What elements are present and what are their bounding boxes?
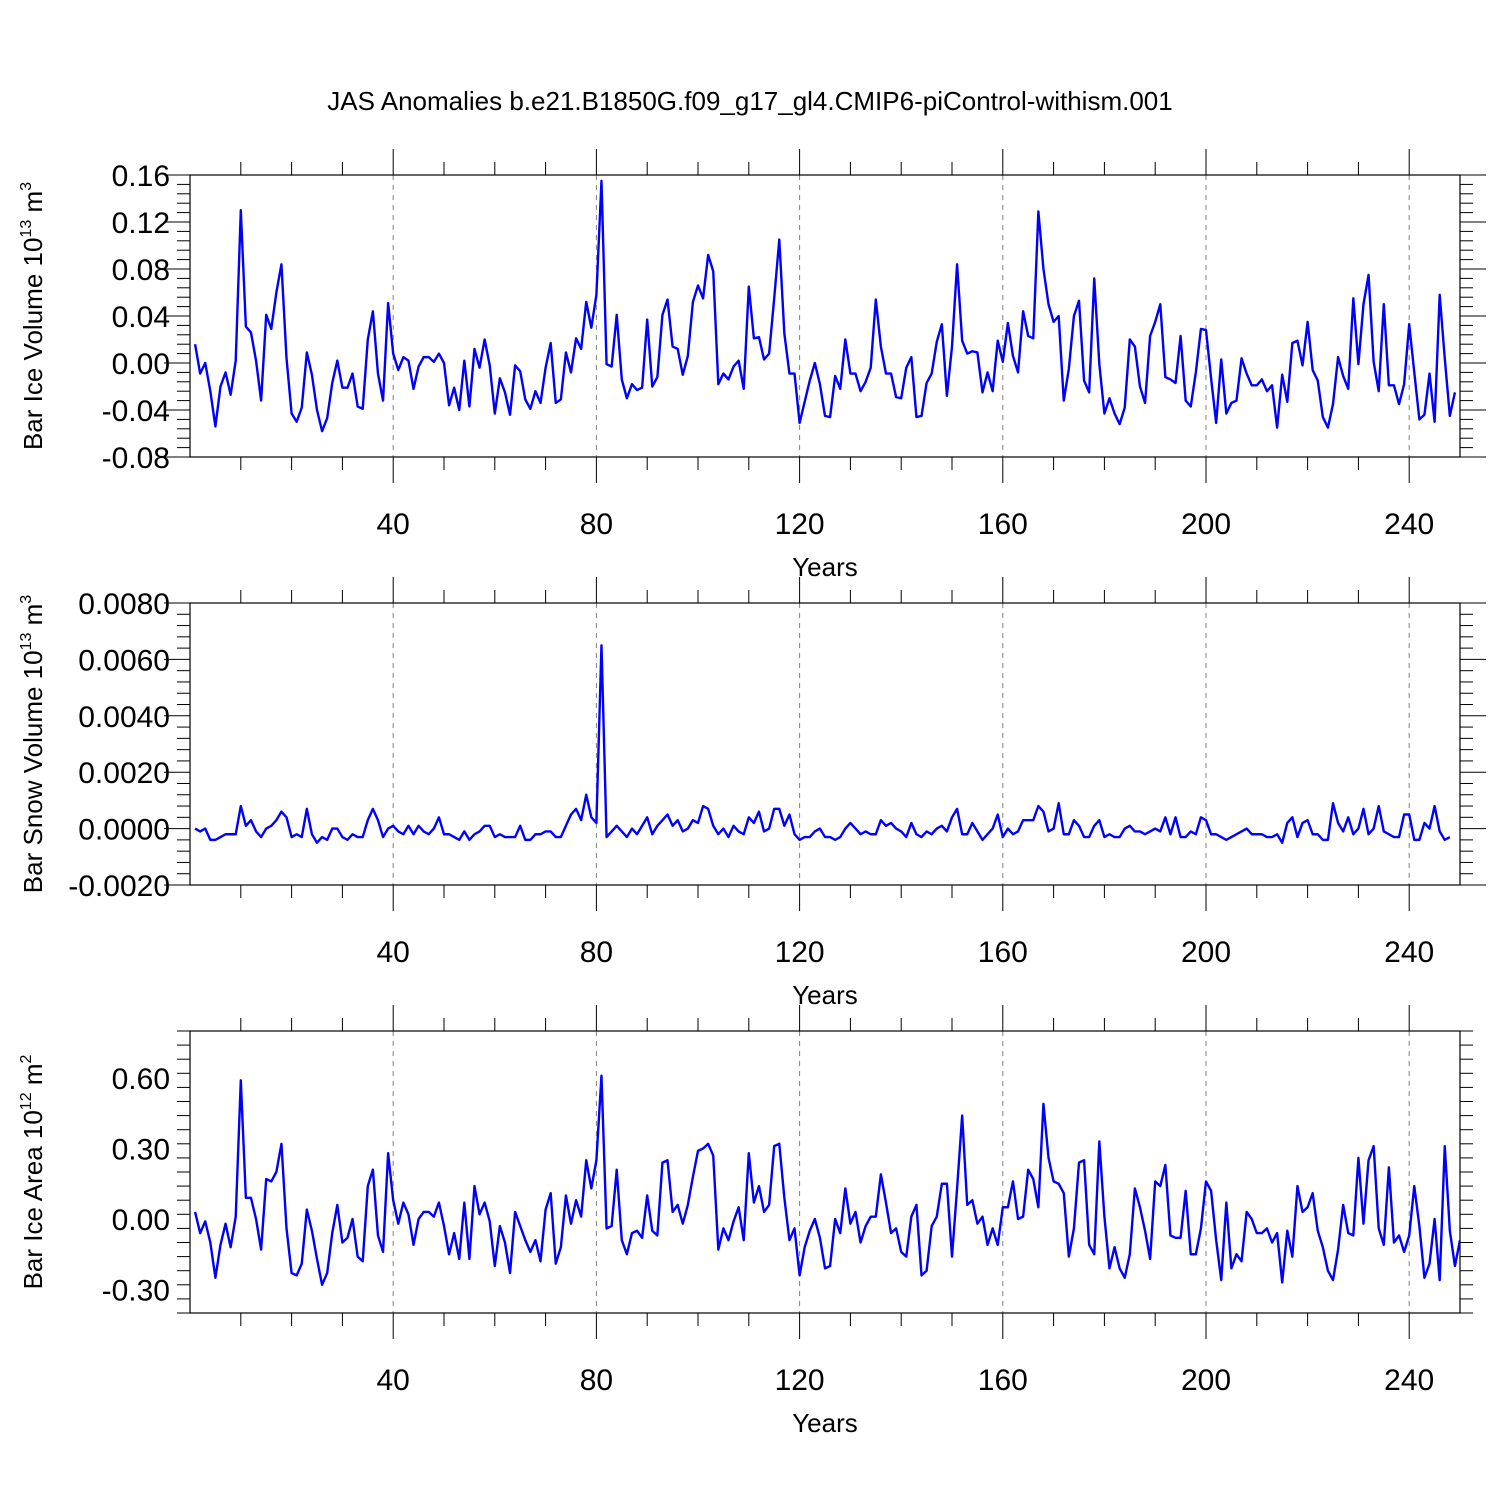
y-tick-label: -0.0020	[68, 870, 170, 903]
x-tick-label: 120	[775, 936, 825, 969]
ice-area-panel: -0.30 0.00 0.30 0.60 40 80 120 160 200 240 Years Ba…	[18, 1005, 1473, 1438]
y-tick-label: 0.0040	[78, 701, 170, 734]
x-tick-label: 80	[580, 508, 613, 541]
plot-frame	[189, 1030, 1461, 1314]
y-axis-title-exponent: 2	[18, 1054, 35, 1063]
y-axis-title-exponent: 13	[18, 632, 35, 650]
y-axis-title-exponent: 12	[18, 1092, 35, 1110]
series-line	[194, 644, 1451, 844]
y-axis-title-text: m	[18, 1063, 48, 1092]
x-tick-label: 160	[978, 936, 1028, 969]
y-tick-label: -0.08	[102, 442, 170, 475]
y-axis-title: Bar Ice Volume 1013 m3	[18, 182, 48, 450]
x-tick-label: 200	[1181, 936, 1231, 969]
y-tick-label: 0.00	[112, 348, 170, 381]
y-tick-label: 0.0020	[78, 757, 170, 790]
x-tick-label: 40	[377, 508, 410, 541]
y-tick-label: 0.00	[112, 1204, 170, 1237]
y-axis-title: Bar Ice Area 1012 m2	[18, 1054, 48, 1289]
snow-volume-panel: -0.0020 0.0000 0.0020 0.0040 0.0060 0.0080 40 8…	[18, 577, 1486, 1010]
y-axis-title-exponent: 3	[18, 182, 35, 191]
x-tick-label: 200	[1181, 508, 1231, 541]
y-tick-label: 0.08	[112, 254, 170, 287]
x-tick-label: 40	[377, 936, 410, 969]
series-line	[193, 179, 1457, 433]
y-tick-label: 0.12	[112, 207, 170, 240]
y-axis-title-text: Bar Ice Area 10	[18, 1110, 48, 1289]
y-axis-title-exponent: 3	[18, 595, 35, 604]
x-tick-label: 120	[775, 508, 825, 541]
x-axis-title: Years	[792, 552, 858, 582]
x-tick-label: 200	[1181, 1364, 1231, 1397]
y-tick-label: 0.0000	[78, 814, 170, 847]
x-tick-label: 120	[775, 1364, 825, 1397]
x-tick-label: 40	[377, 1364, 410, 1397]
y-tick-label: 0.16	[112, 160, 170, 193]
x-tick-label: 160	[978, 508, 1028, 541]
y-axis-title-text: Bar Snow Volume 10	[18, 650, 48, 893]
y-tick-label: 0.04	[112, 301, 170, 334]
y-axis-title-text: m	[18, 604, 48, 633]
y-tick-label: -0.30	[102, 1275, 170, 1308]
x-tick-label: 240	[1384, 936, 1434, 969]
y-tick-label: -0.04	[102, 395, 170, 428]
y-axis-title-exponent: 13	[18, 220, 35, 238]
x-tick-label: 240	[1384, 508, 1434, 541]
x-axis-title: Years	[792, 1408, 858, 1438]
x-tick-label: 80	[580, 936, 613, 969]
ice-volume-panel: -0.08 -0.04 0.00 0.04 0.08 0.12 0.16 40 80 120 160…	[18, 149, 1486, 582]
y-axis-title-text: m	[18, 191, 48, 220]
y-axis-title: Bar Snow Volume 1013 m3	[18, 595, 48, 894]
x-tick-label: 80	[580, 1364, 613, 1397]
y-tick-label: 0.60	[112, 1063, 170, 1096]
y-tick-label: 0.30	[112, 1134, 170, 1167]
plot-frame	[189, 602, 1461, 886]
y-axis-title-text: Bar Ice Volume 10	[18, 238, 48, 450]
x-tick-label: 160	[978, 1364, 1028, 1397]
x-tick-label: 240	[1384, 1364, 1434, 1397]
series-line	[193, 1074, 1460, 1287]
y-tick-label: 0.0080	[78, 588, 170, 621]
x-axis-title: Years	[792, 980, 858, 1010]
page-title: JAS Anomalies b.e21.B1850G.f09_g17_gl4.C…	[327, 86, 1173, 116]
y-tick-label: 0.0060	[78, 644, 170, 677]
